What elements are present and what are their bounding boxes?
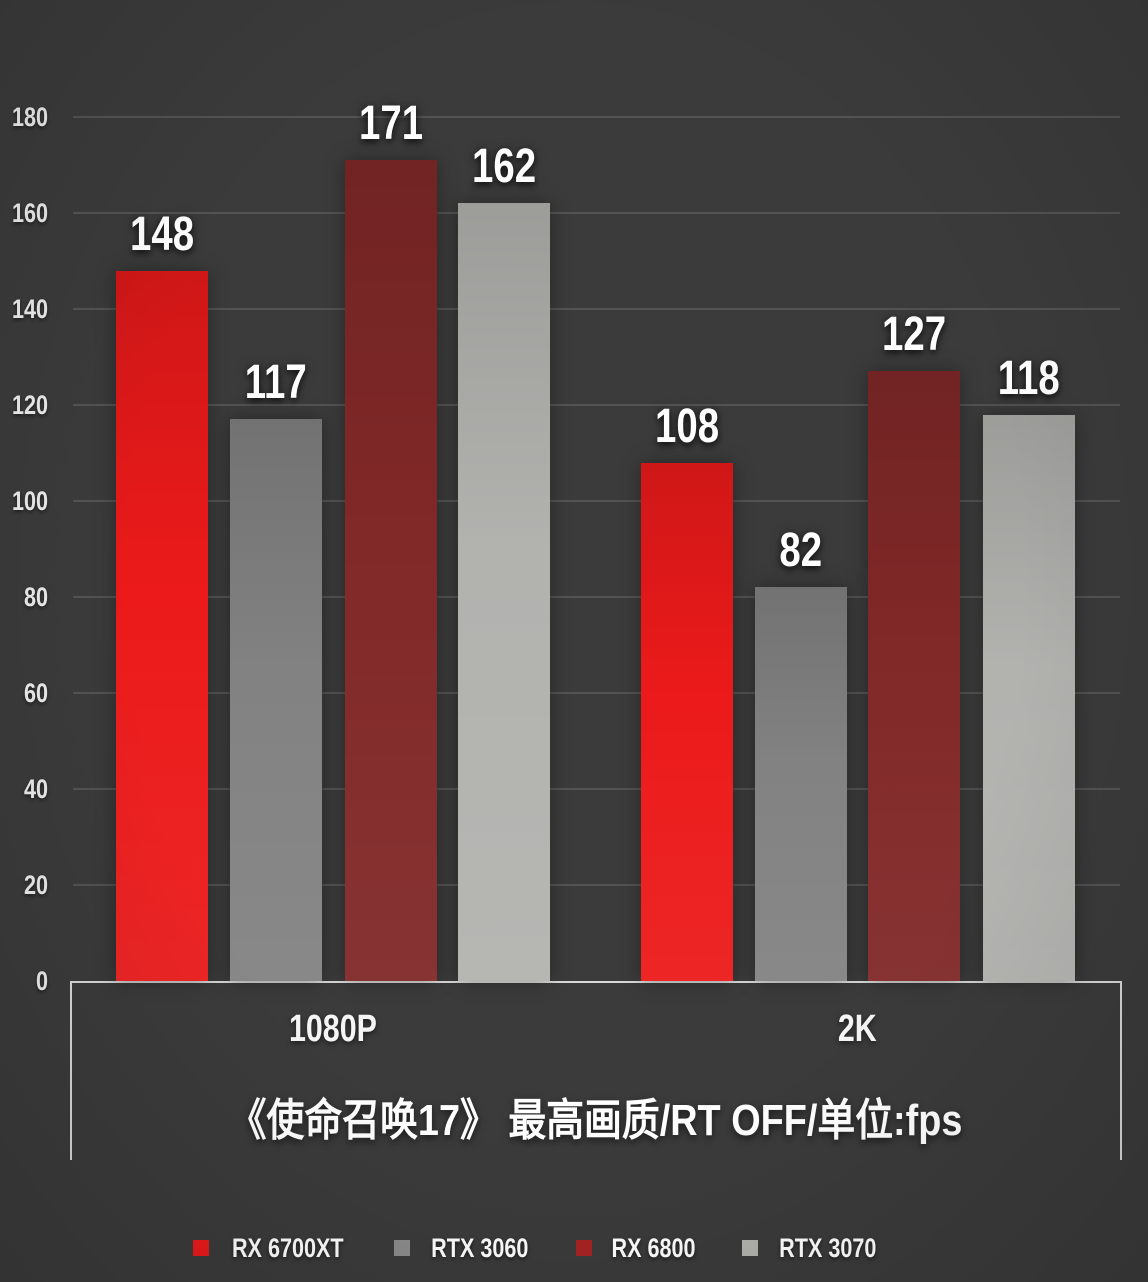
bar-value-label: 148 xyxy=(129,208,195,261)
bar-rx-6800-1080p xyxy=(345,160,437,981)
gridline xyxy=(73,308,1120,310)
x-axis-category-label: 2K xyxy=(837,1008,877,1050)
bar-value-label: 117 xyxy=(245,356,307,409)
bar-value-label: 171 xyxy=(358,97,424,150)
bar-rtx-3070-1080p xyxy=(458,203,550,981)
bar-rtx-3070-2k xyxy=(983,415,1075,981)
bar-value-label: 162 xyxy=(471,140,537,193)
gridline xyxy=(73,596,1120,598)
y-axis-tick-label: 60 xyxy=(23,678,48,708)
chart-title: 《使命召唤17》 最高画质/RT OFF/单位:fps xyxy=(70,1098,1122,1144)
bar-value-label: 82 xyxy=(779,524,823,577)
x-axis-box xyxy=(70,981,1122,1160)
y-axis-tick-label: 180 xyxy=(11,102,48,132)
bar-rx-6700xt-1080p xyxy=(116,271,208,981)
bar-rtx-3060-2k xyxy=(755,587,847,981)
gridline xyxy=(73,884,1120,886)
bar-value-label: 108 xyxy=(654,400,720,453)
bar-rtx-3060-1080p xyxy=(230,419,322,981)
gridline xyxy=(73,212,1120,214)
legend-item: RTX 3060 xyxy=(393,1233,541,1263)
bar-value-label: 127 xyxy=(881,308,947,361)
legend-item: RX 6800 xyxy=(576,1234,706,1262)
legend-item: RTX 3070 xyxy=(742,1234,889,1262)
bar-value-label: 118 xyxy=(998,352,1060,405)
y-axis-tick-label: 0 xyxy=(35,966,48,996)
gridline xyxy=(73,404,1120,406)
y-axis-tick-label: 140 xyxy=(11,294,48,324)
legend-swatch-icon xyxy=(393,1240,410,1256)
y-axis-tick-label: 80 xyxy=(23,582,48,612)
legend-swatch-icon xyxy=(193,1240,210,1256)
legend-swatch-icon xyxy=(576,1240,593,1256)
legend-label: RTX 3060 xyxy=(430,1233,529,1263)
legend-label: RX 6800 xyxy=(611,1233,696,1263)
legend-item: RX 6700XT xyxy=(193,1234,358,1262)
chart-title-text: 《使命召唤17》 最高画质/RT OFF/单位:fps xyxy=(229,1096,963,1145)
legend-swatch-icon xyxy=(742,1240,759,1256)
legend: RX 6700XT RTX 3060 RX 6800 RTX 3070 xyxy=(0,1228,1115,1268)
gridline xyxy=(73,692,1120,694)
gridline xyxy=(73,116,1120,118)
y-axis-tick-label: 40 xyxy=(23,774,48,804)
gridline xyxy=(73,788,1120,790)
x-axis-category-label: 1080P xyxy=(289,1008,377,1050)
y-axis-tick-label: 20 xyxy=(23,870,48,900)
gridline xyxy=(73,500,1120,502)
y-axis-tick-label: 120 xyxy=(11,390,48,420)
legend-label: RX 6700XT xyxy=(232,1233,344,1263)
bar-rx-6700xt-2k xyxy=(641,463,733,981)
y-axis-tick-label: 160 xyxy=(11,198,48,228)
legend-label: RTX 3070 xyxy=(779,1233,877,1263)
y-axis-tick-label: 100 xyxy=(11,486,48,516)
bar-rx-6800-2k xyxy=(868,371,960,981)
